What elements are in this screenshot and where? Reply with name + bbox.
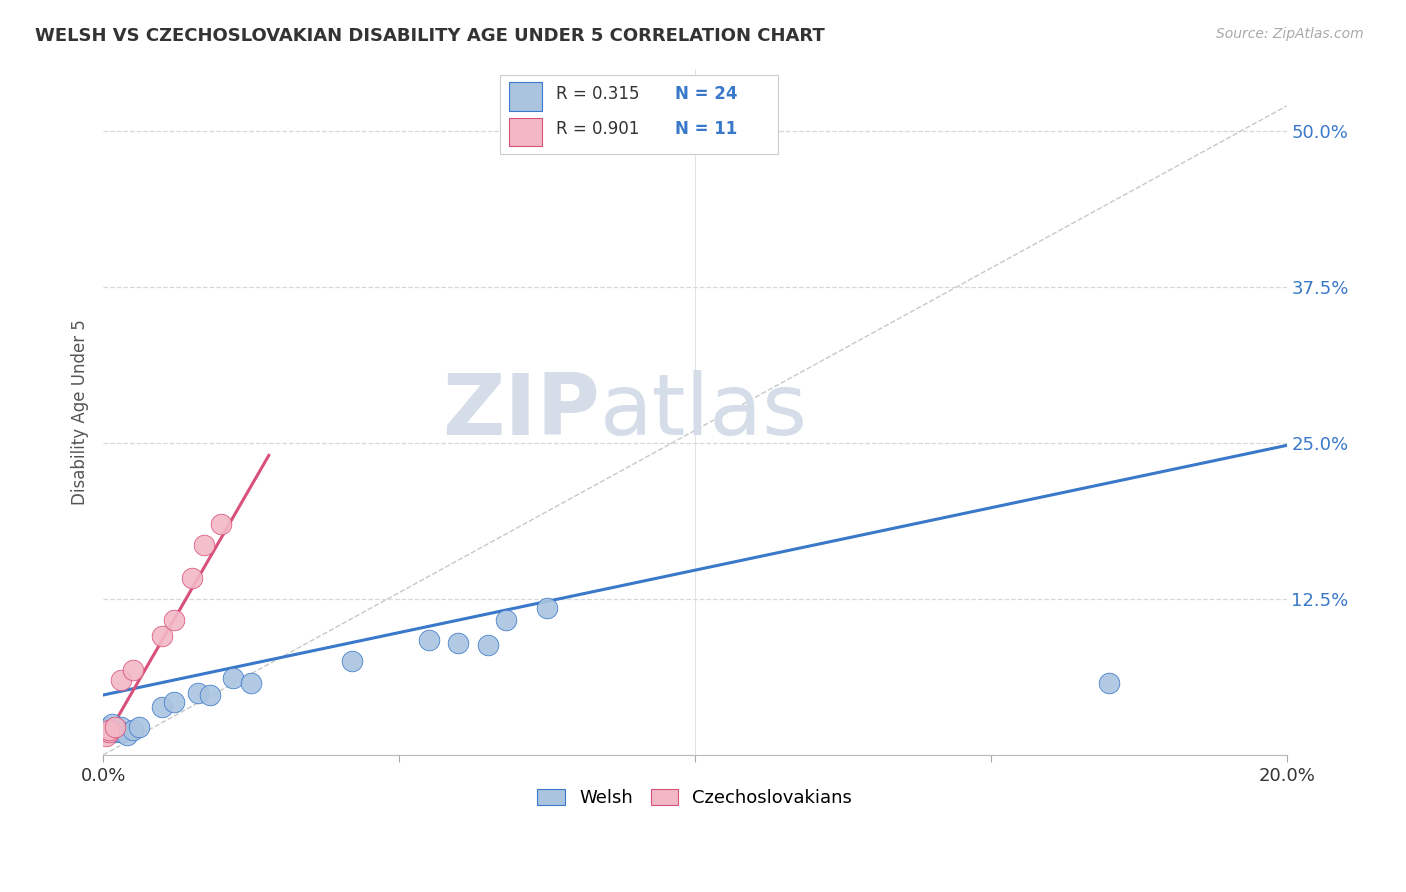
Text: ZIP: ZIP (443, 370, 600, 453)
Text: WELSH VS CZECHOSLOVAKIAN DISABILITY AGE UNDER 5 CORRELATION CHART: WELSH VS CZECHOSLOVAKIAN DISABILITY AGE … (35, 27, 825, 45)
Point (98, 721, 121, 735)
Point (180, 571, 202, 585)
Point (104, 721, 127, 735)
Point (150, 629, 173, 643)
Point (477, 638, 499, 652)
Point (198, 688, 221, 702)
Point (104, 725, 127, 739)
Point (163, 696, 186, 710)
Point (121, 723, 143, 737)
Point (193, 538, 215, 552)
Point (447, 635, 470, 649)
Point (110, 721, 132, 735)
Point (495, 613, 517, 627)
Point (222, 671, 245, 685)
Point (211, 516, 233, 531)
Text: atlas: atlas (600, 370, 808, 453)
Point (110, 725, 132, 739)
Bar (509, 118, 543, 146)
Point (98, 725, 121, 739)
Point (115, 728, 138, 742)
Point (340, 654, 363, 668)
Text: R = 0.901: R = 0.901 (557, 120, 640, 138)
Point (128, 721, 150, 735)
Point (240, 675, 263, 690)
Point (121, 663, 143, 677)
Point (94, 729, 117, 743)
Point (1098, 675, 1121, 690)
Bar (509, 82, 543, 111)
Point (104, 723, 127, 737)
Text: N = 24: N = 24 (675, 85, 737, 103)
Point (187, 685, 209, 699)
Point (98, 723, 121, 737)
Y-axis label: Disability Age Under 5: Disability Age Under 5 (72, 318, 89, 505)
Point (101, 716, 124, 731)
Point (536, 600, 558, 615)
Point (98, 725, 121, 739)
Point (110, 673, 132, 687)
FancyBboxPatch shape (499, 76, 778, 154)
Point (150, 700, 173, 714)
Text: Source: ZipAtlas.com: Source: ZipAtlas.com (1216, 27, 1364, 41)
Point (163, 613, 186, 627)
Point (418, 633, 440, 648)
Legend: Welsh, Czechoslovakians: Welsh, Czechoslovakians (530, 781, 859, 814)
Point (94, 723, 117, 737)
Text: R = 0.315: R = 0.315 (557, 85, 640, 103)
Text: N = 11: N = 11 (675, 120, 737, 138)
